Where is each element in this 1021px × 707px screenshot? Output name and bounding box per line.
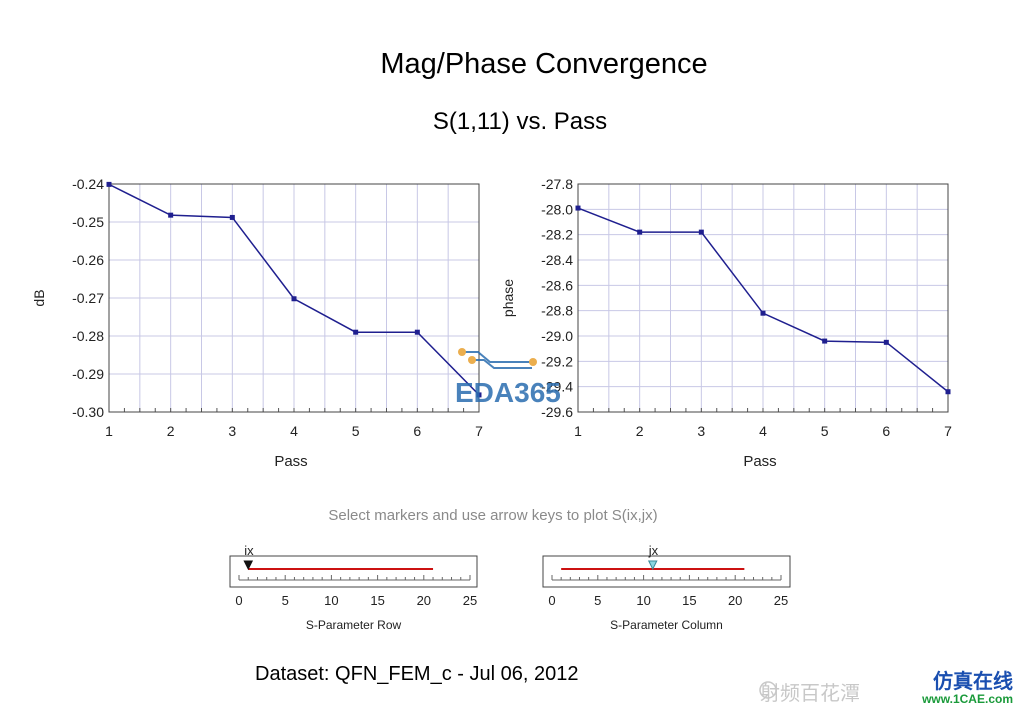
- mag-x-tick-label: 2: [167, 423, 175, 439]
- phase-x-tick-label: 2: [636, 423, 644, 439]
- col-slider-tick-label: 5: [594, 593, 601, 608]
- brand-watermark-url: www.1CAE.com: [921, 692, 1013, 706]
- wechat-icon: [759, 681, 777, 699]
- mag-y-tick-label: -0.27: [72, 290, 104, 306]
- phase-data-point[interactable]: [575, 205, 581, 211]
- mag-x-tick-label: 3: [228, 423, 236, 439]
- mag-data-point[interactable]: [414, 329, 420, 335]
- phase-x-tick-label: 6: [882, 423, 890, 439]
- phase-plot-frame: [577, 183, 949, 413]
- row-slider-tick-label: 15: [370, 593, 384, 608]
- col-slider-tick-label: 25: [774, 593, 788, 608]
- phase-x-tick-label: 5: [821, 423, 829, 439]
- eda365-watermark: EDA365: [455, 348, 561, 408]
- row-slider-tick-label: 5: [282, 593, 289, 608]
- col-slider-frame: [542, 555, 791, 588]
- mag-data-point[interactable]: [353, 329, 359, 335]
- brand-watermark-title: 仿真在线: [933, 669, 1013, 693]
- mag-plot-frame: [108, 183, 480, 413]
- phase-y-tick-label: -29.4: [541, 379, 573, 395]
- circuit-node-icon: [529, 358, 537, 366]
- mag-y-axis-label: dB: [31, 289, 47, 306]
- phase-y-tick-label: -28.6: [541, 277, 573, 293]
- mag-data-point[interactable]: [476, 392, 482, 398]
- page-title: Mag/Phase Convergence: [380, 48, 708, 80]
- col-slider-tick-label: 20: [728, 593, 742, 608]
- row-slider-label: S-Parameter Row: [306, 618, 402, 632]
- phase-x-tick-label: 4: [759, 423, 767, 439]
- mag-data-point[interactable]: [291, 296, 297, 302]
- phase-y-tick-label: -29.6: [541, 404, 573, 420]
- mag-x-tick-label: 4: [290, 423, 298, 439]
- mag-chart: 1 2 3 4 5 6 7 -0.24 -0.25 -0.26 -0.27 -0.28 -0.29 -0.…: [31, 176, 483, 470]
- mag-data-point[interactable]: [168, 212, 174, 218]
- col-slider-label: S-Parameter Column: [610, 618, 723, 632]
- col-slider-tick-label: 10: [636, 593, 650, 608]
- phase-data-point[interactable]: [637, 229, 643, 235]
- circuit-trace-icon: [462, 351, 530, 363]
- phase-x-axis-label: Pass: [743, 453, 776, 470]
- mag-x-tick-label: 7: [475, 423, 483, 439]
- phase-y-axis-label: phase: [500, 279, 516, 317]
- mag-x-tick-label: 6: [413, 423, 421, 439]
- chart-subtitle: S(1,11) vs. Pass: [432, 108, 608, 135]
- col-marker-label: jx: [648, 543, 659, 558]
- mag-y-tick-label: -0.26: [72, 252, 104, 268]
- dataset-label: Dataset: QFN_FEM_c - Jul 06, 2012: [255, 663, 579, 685]
- row-slider-tick-label: 25: [463, 593, 477, 608]
- col-slider-tick-label: 15: [682, 593, 696, 608]
- eda365-watermark-text: EDA365: [455, 377, 561, 408]
- phase-x-tick-label: 3: [697, 423, 705, 439]
- mag-x-axis-label: Pass: [274, 453, 307, 470]
- phase-y-tick-label: -28.0: [541, 201, 573, 217]
- mag-x-tick-label: 1: [105, 423, 113, 439]
- mag-x-tick-label: 5: [352, 423, 360, 439]
- phase-data-point[interactable]: [945, 389, 951, 395]
- mag-data-point[interactable]: [106, 181, 112, 187]
- wechat-watermark-text: 射频百花潭: [760, 681, 860, 705]
- col-slider-tick-label: 0: [548, 593, 555, 608]
- col-slider-control[interactable]: jx 0 5 10 15 20 25 S-Parameter Column: [542, 543, 791, 632]
- phase-y-tick-label: -29.2: [541, 353, 573, 369]
- row-slider-control[interactable]: ix 0 5 10 15 20 25 S-Parameter Row: [229, 543, 478, 632]
- phase-x-tick-label: 7: [944, 423, 952, 439]
- phase-data-point[interactable]: [822, 338, 828, 344]
- mag-data-point[interactable]: [229, 214, 235, 220]
- row-slider-frame: [229, 555, 478, 588]
- phase-x-tick-label: 1: [574, 423, 582, 439]
- phase-data-point[interactable]: [698, 229, 704, 235]
- mag-y-tick-label: -0.29: [72, 366, 104, 382]
- row-marker-label: ix: [244, 543, 254, 558]
- row-slider-tick-label: 20: [417, 593, 431, 608]
- phase-y-tick-label: -28.2: [541, 227, 573, 243]
- mag-y-tick-label: -0.25: [72, 214, 104, 230]
- row-slider-tick-label: 0: [235, 593, 242, 608]
- phase-y-tick-label: -27.8: [541, 176, 573, 192]
- circuit-node-icon: [458, 348, 466, 356]
- phase-y-tick-label: -28.4: [541, 252, 573, 268]
- instruction-text: Select markers and use arrow keys to plo…: [328, 507, 658, 524]
- triangle-down-cyan-icon[interactable]: [647, 560, 658, 571]
- phase-y-tick-label: -28.8: [541, 303, 573, 319]
- phase-chart: 1 2 3 4 5 6 7 -27.8 -28.0 -28.2 -28.4 -28.6 -28.8 -29…: [500, 176, 952, 470]
- mag-y-tick-label: -0.28: [72, 328, 104, 344]
- mag-y-tick-label: -0.30: [72, 404, 104, 420]
- phase-data-point[interactable]: [883, 339, 889, 345]
- phase-data-point[interactable]: [760, 310, 766, 316]
- mag-y-tick-label: -0.24: [72, 176, 104, 192]
- circuit-trace-icon: [472, 359, 532, 369]
- row-slider-tick-label: 10: [324, 593, 338, 608]
- phase-y-tick-label: -29.0: [541, 328, 573, 344]
- triangle-down-black-icon[interactable]: [243, 560, 254, 571]
- circuit-node-icon: [468, 356, 476, 364]
